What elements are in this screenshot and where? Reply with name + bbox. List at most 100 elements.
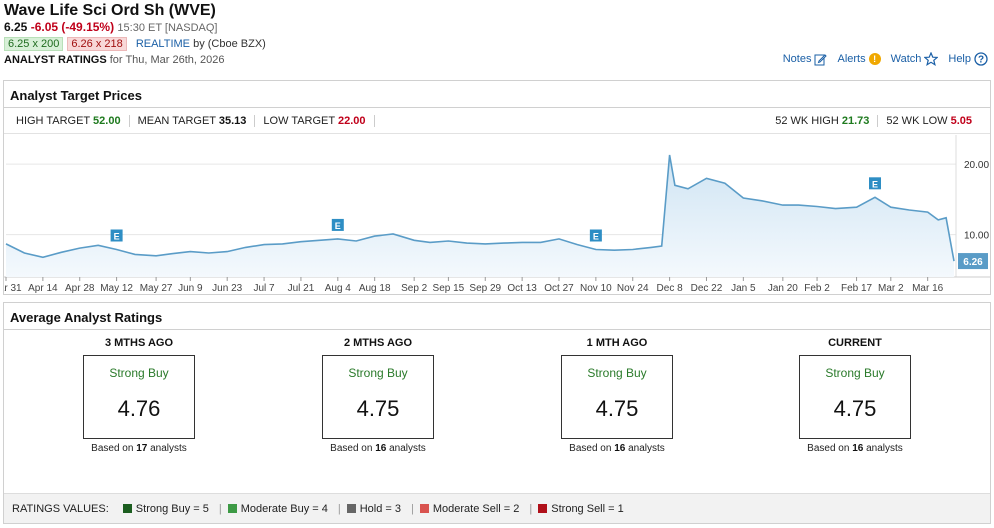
mean-target-label: MEAN TARGET [137,114,216,127]
analyst-count: Based on 17 analysts [83,443,195,454]
rating-column-current: CURRENT Strong Buy 4.75 Based on 16 anal… [799,337,911,454]
rating-score: 4.76 [117,396,161,421]
watch-label: Watch [890,53,922,65]
alert-icon: ! [868,53,881,65]
count: 16 [375,443,387,454]
y-tick-label: 20.00 [964,160,989,171]
count: 16 [852,443,864,454]
legend-swatch [419,504,429,513]
x-tick-label: Jan 20 [768,283,798,294]
mean-target-value: 35.13 [218,114,247,127]
last-price: 6.25 [4,20,28,34]
based-post: analysts [628,443,665,454]
ratings-date-line: ANALYST RATINGS for Thu, Mar 26th, 2026 [4,54,225,66]
legend-moderate-sell: Moderate Sell = 2 [419,502,520,515]
x-tick-label: Feb 17 [841,283,873,294]
legend-label: Moderate Sell = 2 [432,502,520,515]
high-target-label: HIGH TARGET [16,114,90,127]
x-tick-label: Jan 5 [731,283,756,294]
wk-high: 52 WK HIGH 21.73 [767,114,879,127]
x-tick-label: Nov 10 [580,283,612,294]
rating-column-2m: 2 MTHS AGO Strong Buy 4.75 Based on 16 a… [322,337,434,454]
mean-target: MEAN TARGET 35.13 [130,114,256,127]
earnings-marker-label: E [335,221,341,231]
based-post: analysts [150,443,187,454]
earnings-marker-label: E [114,231,120,241]
x-tick-label: Aug 18 [359,283,391,294]
based-pre: Based on [91,443,134,454]
analyst-count: Based on 16 analysts [799,443,911,454]
target-prices-title: Analyst Target Prices [4,81,990,108]
rating-column-3m: 3 MTHS AGO Strong Buy 4.76 Based on 17 a… [83,337,195,454]
alerts-label: Alerts [837,53,866,65]
star-icon [924,52,939,66]
average-ratings-panel: Average Analyst Ratings 3 MTHS AGO Stron… [3,302,991,524]
price-change: -6.05 (-49.15%) [30,20,115,34]
bid-badge: 6.25 x 200 [4,37,64,51]
rating-box: Strong Buy 4.76 [83,355,195,439]
quote-time: 15:30 ET [NASDAQ] [117,22,218,34]
last-price-tag [958,253,988,270]
rating-score: 4.75 [595,396,639,421]
earnings-marker-label: E [593,231,599,241]
wk-low: 52 WK LOW 5.05 [878,115,980,127]
rating-text: Strong Buy [348,366,408,380]
x-tick-label: Jul 21 [288,283,315,294]
watch-button[interactable]: Watch [891,52,939,66]
notes-button[interactable]: Notes [783,53,828,66]
period-label: 1 MTH AGO [586,337,648,349]
earnings-marker [869,177,881,190]
x-tick-label: Apr 28 [65,283,95,294]
legend-moderate-buy: Moderate Buy = 4 [227,502,328,515]
based-post: analysts [866,443,903,454]
rating-box: Strong Buy 4.75 [322,355,434,439]
wk-low-value: 5.05 [950,114,972,127]
legend-swatch [538,504,548,513]
price-area [6,155,954,277]
x-tick-label: Mar 2 [878,283,904,294]
svg-text:?: ? [978,55,984,66]
legend-label: Moderate Buy = 4 [240,502,328,515]
x-tick-label: Aug 4 [325,283,352,294]
low-target-label: LOW TARGET [263,114,335,127]
x-tick-label: Jun 23 [212,283,242,294]
period-label: 3 MTHS AGO [104,337,174,349]
legend-strong-sell: Strong Sell = 1 [538,503,624,515]
rating-box: Strong Buy 4.75 [561,355,673,439]
period-label: 2 MTHS AGO [343,337,413,349]
legend-swatch [346,504,356,513]
help-button[interactable]: Help ? [948,52,988,66]
x-tick-label: Jun 9 [178,283,203,294]
legend-title: RATINGS VALUES: [12,502,109,515]
period-label: CURRENT [828,337,882,349]
rating-text: Strong Buy [109,366,169,380]
x-tick-label: Sep 15 [433,283,465,294]
earnings-marker [331,218,344,231]
based-pre: Based on [330,443,373,454]
ratings-legend: RATINGS VALUES: Strong Buy = 5 | Moderat… [4,493,990,523]
count: 16 [614,443,626,454]
targets-bar: HIGH TARGET 52.00 MEAN TARGET 35.13 LOW … [4,108,990,134]
x-tick-label: Apr 14 [28,283,58,294]
legend-label: Hold = 3 [359,502,402,515]
x-tick-label: Dec 8 [657,283,684,294]
rating-score: 4.75 [356,396,400,421]
rating-text: Strong Buy [825,366,885,380]
x-tick-label: Nov 24 [617,283,649,294]
rating-box: Strong Buy 4.75 [799,355,911,439]
based-pre: Based on [569,443,612,454]
x-tick-label: Mar 16 [912,283,944,294]
alerts-button[interactable]: Alerts ! [837,53,881,65]
legend-strong-buy: Strong Buy = 5 [122,502,209,515]
legend-label: Strong Buy = 5 [135,502,209,515]
x-tick-label: May 27 [140,283,173,294]
low-target-value: 22.00 [337,114,366,127]
last-price-tag-label: 6.26 [963,257,983,268]
pencil-icon [814,53,828,65]
ask-badge: 6.26 x 218 [67,37,127,51]
x-tick-label: Jul 7 [254,283,276,294]
high-target-value: 52.00 [93,114,121,127]
count: 17 [136,443,148,454]
earnings-marker [589,229,602,242]
price-chart: 20.00 10.00 Mar 31 Apr 14 Apr 28 May 12 May 27… [4,135,990,294]
